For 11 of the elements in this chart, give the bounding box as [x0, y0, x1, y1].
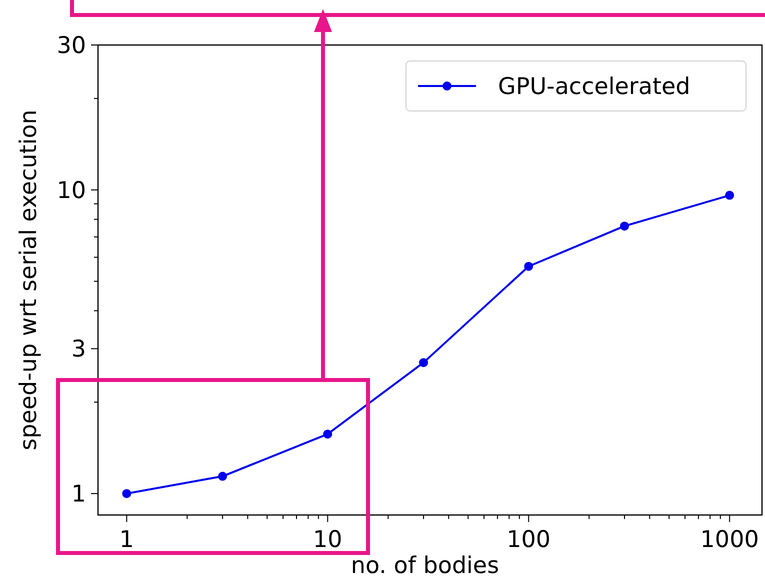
legend-label: GPU-accelerated — [498, 74, 690, 100]
x-tick-label: 10 — [312, 527, 342, 553]
x-tick-label: 100 — [506, 527, 551, 553]
y-tick-label: 1 — [71, 482, 86, 508]
y-tick-label: 3 — [71, 336, 86, 363]
y-axis-title: speed-up wrt serial execution — [16, 110, 42, 450]
y-tick-label: 30 — [56, 33, 86, 59]
y-tick-label: 10 — [56, 178, 86, 204]
x-axis-title: no. of bodies — [350, 553, 500, 577]
x-tick-label: 1 — [119, 527, 134, 553]
x-tick-label: 1000 — [700, 527, 759, 553]
